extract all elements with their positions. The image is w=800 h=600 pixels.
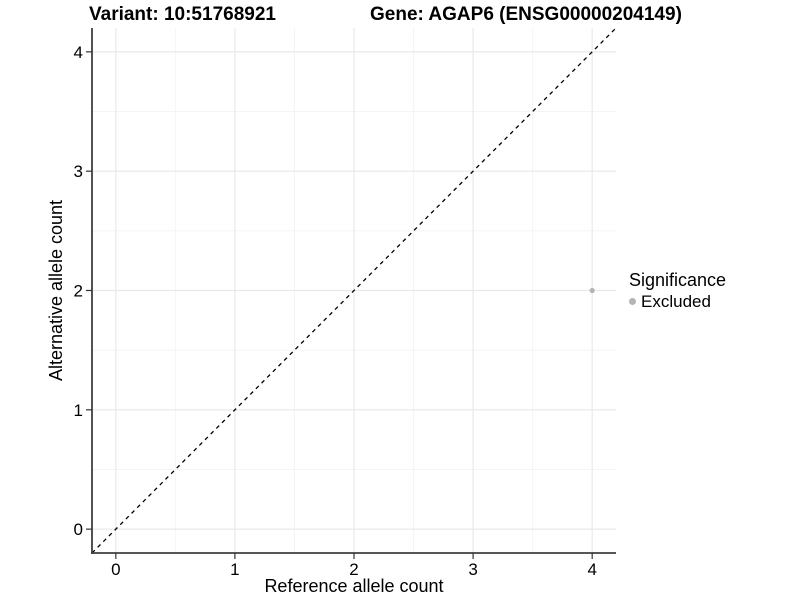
y-axis-title: Alternative allele count xyxy=(46,200,66,381)
excluded-point-icon xyxy=(629,298,636,305)
legend-title: Significance xyxy=(629,270,727,290)
gene-title: Gene: AGAP6 (ENSG00000204149) xyxy=(370,4,682,25)
legend: Significance Excluded xyxy=(629,270,726,311)
x-tick-label: 4 xyxy=(587,560,596,579)
legend-item-label: Excluded xyxy=(641,292,711,311)
y-tick-label: 4 xyxy=(74,43,83,62)
x-tick-label: 0 xyxy=(111,560,120,579)
y-tick-label: 2 xyxy=(74,282,83,301)
x-tick-label: 2 xyxy=(349,560,358,579)
identity-line xyxy=(91,27,617,554)
x-tick-label: 1 xyxy=(230,560,239,579)
y-tick-label: 1 xyxy=(74,401,83,420)
x-axis-title: Reference allele count xyxy=(264,576,443,596)
x-tick-label: 3 xyxy=(468,560,477,579)
y-tick-label: 3 xyxy=(74,162,83,181)
data-point xyxy=(589,287,595,294)
legend-item-excluded: Excluded xyxy=(629,292,726,311)
y-tick-label: 0 xyxy=(74,520,83,539)
variant-title: Variant: 10:51768921 xyxy=(89,4,276,25)
